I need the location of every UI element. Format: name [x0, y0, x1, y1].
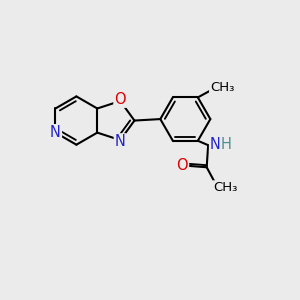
- Text: O: O: [176, 158, 188, 173]
- Text: CH₃: CH₃: [213, 182, 237, 194]
- Text: O: O: [114, 92, 126, 107]
- Text: N: N: [50, 125, 61, 140]
- Text: H: H: [220, 137, 231, 152]
- Text: N: N: [115, 134, 126, 149]
- Text: CH₃: CH₃: [210, 82, 235, 94]
- Text: N: N: [210, 137, 220, 152]
